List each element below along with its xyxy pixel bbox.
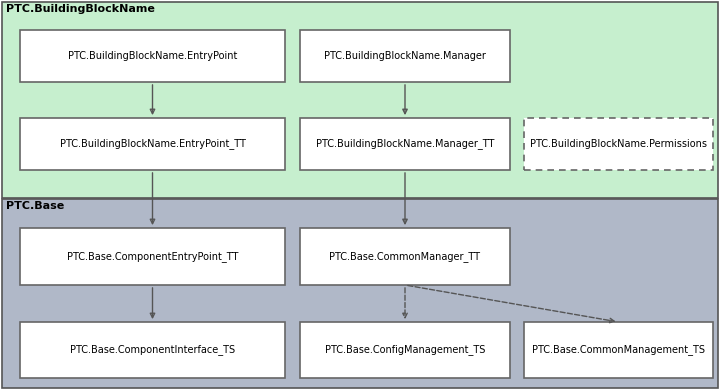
Text: PTC.Base: PTC.Base	[6, 201, 64, 211]
Text: PTC.BuildingBlockName.Manager_TT: PTC.BuildingBlockName.Manager_TT	[316, 138, 494, 149]
Text: PTC.Base.CommonManagement_TS: PTC.Base.CommonManagement_TS	[532, 344, 705, 355]
Text: PTC.BuildingBlockName.EntryPoint_TT: PTC.BuildingBlockName.EntryPoint_TT	[60, 138, 245, 149]
Bar	[20, 30, 285, 82]
Text: PTC.BuildingBlockName.Permissions: PTC.BuildingBlockName.Permissions	[530, 139, 707, 149]
Bar	[300, 30, 510, 82]
Text: PTC.BuildingBlockName.EntryPoint: PTC.BuildingBlockName.EntryPoint	[68, 51, 237, 61]
Text: PTC.BuildingBlockName: PTC.BuildingBlockName	[6, 4, 155, 14]
Text: PTC.Base.ComponentEntryPoint_TT: PTC.Base.ComponentEntryPoint_TT	[67, 251, 238, 262]
Bar	[20, 322, 285, 378]
Bar	[300, 228, 510, 285]
Text: PTC.Base.ConfigManagement_TS: PTC.Base.ConfigManagement_TS	[325, 344, 485, 355]
Bar	[2, 199, 718, 388]
Bar	[524, 118, 713, 170]
Text: PTC.BuildingBlockName.Manager: PTC.BuildingBlockName.Manager	[324, 51, 486, 61]
Text: PTC.Base.CommonManager_TT: PTC.Base.CommonManager_TT	[329, 251, 480, 262]
Bar	[524, 322, 713, 378]
Text: PTC.Base.ComponentInterface_TS: PTC.Base.ComponentInterface_TS	[70, 344, 235, 355]
Bar	[20, 118, 285, 170]
Bar	[2, 2, 718, 198]
Bar	[20, 228, 285, 285]
Bar	[300, 118, 510, 170]
Bar	[300, 322, 510, 378]
